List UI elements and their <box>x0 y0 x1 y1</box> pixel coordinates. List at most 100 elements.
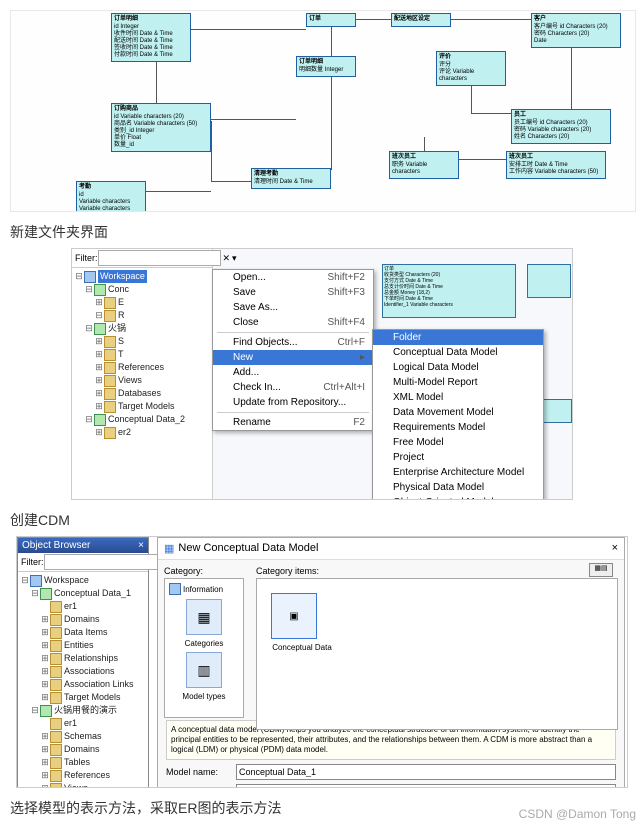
tree-node[interactable]: ⊞Data Items <box>20 626 146 639</box>
menu-item[interactable]: Enterprise Architecture Model <box>373 465 543 480</box>
filter-opts-icon[interactable]: ▾ <box>232 253 237 264</box>
tree-node[interactable]: ⊞S <box>74 335 210 348</box>
dialog-icon: ▦ <box>164 542 174 555</box>
tree-node[interactable]: ⊞T <box>74 348 210 361</box>
model-name-label: Model name: <box>166 767 236 777</box>
tree-node[interactable]: ⊞Domains <box>20 743 146 756</box>
menu-item[interactable]: Logical Data Model <box>373 360 543 375</box>
model-types-icon[interactable]: ▥ <box>186 652 222 688</box>
tree-node[interactable]: ⊟Conceptual Data_2 <box>74 413 210 426</box>
menu-item[interactable]: CloseShift+F4 <box>213 315 373 330</box>
tree-node[interactable]: ⊞Entities <box>20 639 146 652</box>
section-title-1: 新建文件夹界面 <box>10 222 634 242</box>
menu-item[interactable]: Find Objects...Ctrl+F <box>213 335 373 350</box>
section-title-2: 创建CDM <box>10 510 634 530</box>
tree-node[interactable]: ⊞er2 <box>74 426 210 439</box>
category-list[interactable]: Information ▦ Categories ▥ Model types <box>164 578 244 718</box>
menu-item[interactable]: Open...Shift+F2 <box>213 270 373 285</box>
tree-node[interactable]: ⊞Association Links <box>20 678 146 691</box>
conceptual-data-item[interactable]: ▣ <box>271 593 317 639</box>
tree-node[interactable]: ⊞Target Models <box>20 691 146 704</box>
context-menu-screenshot: 订单 收货类型 Characters (20)支付方式 Date & Time总… <box>71 248 573 500</box>
relationship-line <box>471 113 511 114</box>
tree-node[interactable]: ⊞E <box>74 296 210 309</box>
entity-box: 考勤id Variable charactersVariable charact… <box>76 181 146 212</box>
tree-node[interactable]: ⊞References <box>20 769 146 782</box>
entity-box: 评价评分评论 Variable characters <box>436 51 506 86</box>
tree-node[interactable]: ⊟Workspace <box>74 270 210 283</box>
object-browser-title: Object Browser × <box>18 538 148 553</box>
filter-input[interactable] <box>44 554 167 570</box>
tree-node[interactable]: ⊟Workspace <box>20 574 146 587</box>
tree-node[interactable]: ⊟Conc <box>74 283 210 296</box>
menu-item[interactable]: Conceptual Data Model <box>373 345 543 360</box>
menu-item[interactable]: SaveShift+F3 <box>213 285 373 300</box>
menu-item[interactable]: Multi-Model Report <box>373 375 543 390</box>
tree-node[interactable]: ⊞Views <box>20 782 146 788</box>
menu-item[interactable]: Requirements Model <box>373 420 543 435</box>
menu-item[interactable]: Add... <box>213 365 373 380</box>
tree-node[interactable]: ⊞References <box>74 361 210 374</box>
entity-box: 订单 <box>306 13 356 27</box>
tree-node[interactable]: er1 <box>20 600 146 613</box>
tree-node[interactable]: er1 <box>20 717 146 730</box>
watermark: CSDN @Damon Tong <box>519 807 636 821</box>
tree-node[interactable]: ⊞Target Models <box>74 400 210 413</box>
tree-node[interactable]: ⊞Databases <box>74 387 210 400</box>
tree-node[interactable]: ⊞Schemas <box>20 730 146 743</box>
tree-node[interactable]: ⊟火锅用餐的演示 <box>20 704 146 717</box>
menu-item[interactable]: Project <box>373 450 543 465</box>
menu-item[interactable]: XML Model <box>373 390 543 405</box>
menu-item[interactable]: Data Movement Model <box>373 405 543 420</box>
tree-node[interactable]: ⊞Tables <box>20 756 146 769</box>
object-browser-tree[interactable]: ⊟Workspace⊟Conceptual Data_1er1⊞Domains⊞… <box>18 572 148 788</box>
tree-node[interactable]: ⊞Views <box>74 374 210 387</box>
workspace-tree[interactable]: ⊟Workspace⊟Conc⊞E⊟R⊟火锅⊞S⊞T⊞References⊞Vi… <box>72 268 212 441</box>
menu-item[interactable]: Object-Oriented Model <box>373 495 543 500</box>
menu-item[interactable]: Update from Repository... <box>213 395 373 410</box>
tree-node[interactable]: ⊟火锅 <box>74 322 210 335</box>
entity-box: 班次员工安排工时 Date & Time工作内容 Variable charac… <box>506 151 606 179</box>
menu-item[interactable]: Physical Data Model <box>373 480 543 495</box>
entity-box: 订单明细id Integer 收件时间 Date & Time配送时间 Date… <box>111 13 191 62</box>
model-name-input[interactable] <box>236 764 616 780</box>
menu-item[interactable]: RenameF2 <box>213 415 373 430</box>
menu-item[interactable]: Free Model <box>373 435 543 450</box>
menu-item[interactable]: Folder <box>373 330 543 345</box>
relationship-line <box>451 19 531 20</box>
filter-label: Filter: <box>75 253 98 263</box>
relationship-line <box>211 121 212 181</box>
entity-box: 订购商品id Variable characters (20)商品名 Varia… <box>111 103 211 152</box>
relationship-line <box>211 181 251 182</box>
er-diagram-canvas: 订单明细id Integer 收件时间 Date & Time配送时间 Date… <box>10 10 636 212</box>
relationship-line <box>211 119 296 120</box>
relationship-line <box>356 19 391 20</box>
entity-box: 客户客户编号 id Characters (20)密码 Characters (… <box>531 13 621 48</box>
entity-box: 清理考勤清理时间 Date & Time <box>251 168 331 189</box>
dialog-title: ▦ New Conceptual Data Model × <box>158 538 624 560</box>
context-menu-main[interactable]: Open...Shift+F2SaveShift+F3Save As...Clo… <box>212 269 374 431</box>
tree-node[interactable]: ⊞Relationships <box>20 652 146 665</box>
close-icon[interactable]: × <box>138 540 144 551</box>
tree-node[interactable]: ⊞Domains <box>20 613 146 626</box>
filter-input[interactable] <box>98 250 221 266</box>
menu-item[interactable]: Check In...Ctrl+Alt+I <box>213 380 373 395</box>
categories-icon[interactable]: ▦ <box>186 599 222 635</box>
tree-node[interactable]: ⊟Conceptual Data_1 <box>20 587 146 600</box>
close-icon[interactable]: × <box>612 542 618 555</box>
tree-node[interactable]: ⊟R <box>74 309 210 322</box>
filter-clear-icon[interactable]: ✕ <box>223 253 231 264</box>
view-toggle[interactable]: ▦▤ <box>589 563 613 577</box>
menu-item[interactable]: Save As... <box>213 300 373 315</box>
relationship-line <box>424 137 425 151</box>
extension-label: Extension: <box>166 787 236 788</box>
extension-input[interactable] <box>236 784 616 788</box>
context-submenu-new[interactable]: FolderConceptual Data ModelLogical Data … <box>372 329 544 500</box>
entity-box: 配送地区设定 <box>391 13 451 27</box>
menu-item[interactable]: New▸ <box>213 350 373 365</box>
bg-entity-2 <box>527 264 571 298</box>
relationship-line <box>571 43 572 109</box>
category-items[interactable]: ▦▤ ▣ Conceptual Data <box>256 578 618 730</box>
filter-bar-2: Filter: ✕ ▾ <box>18 553 148 572</box>
tree-node[interactable]: ⊞Associations <box>20 665 146 678</box>
